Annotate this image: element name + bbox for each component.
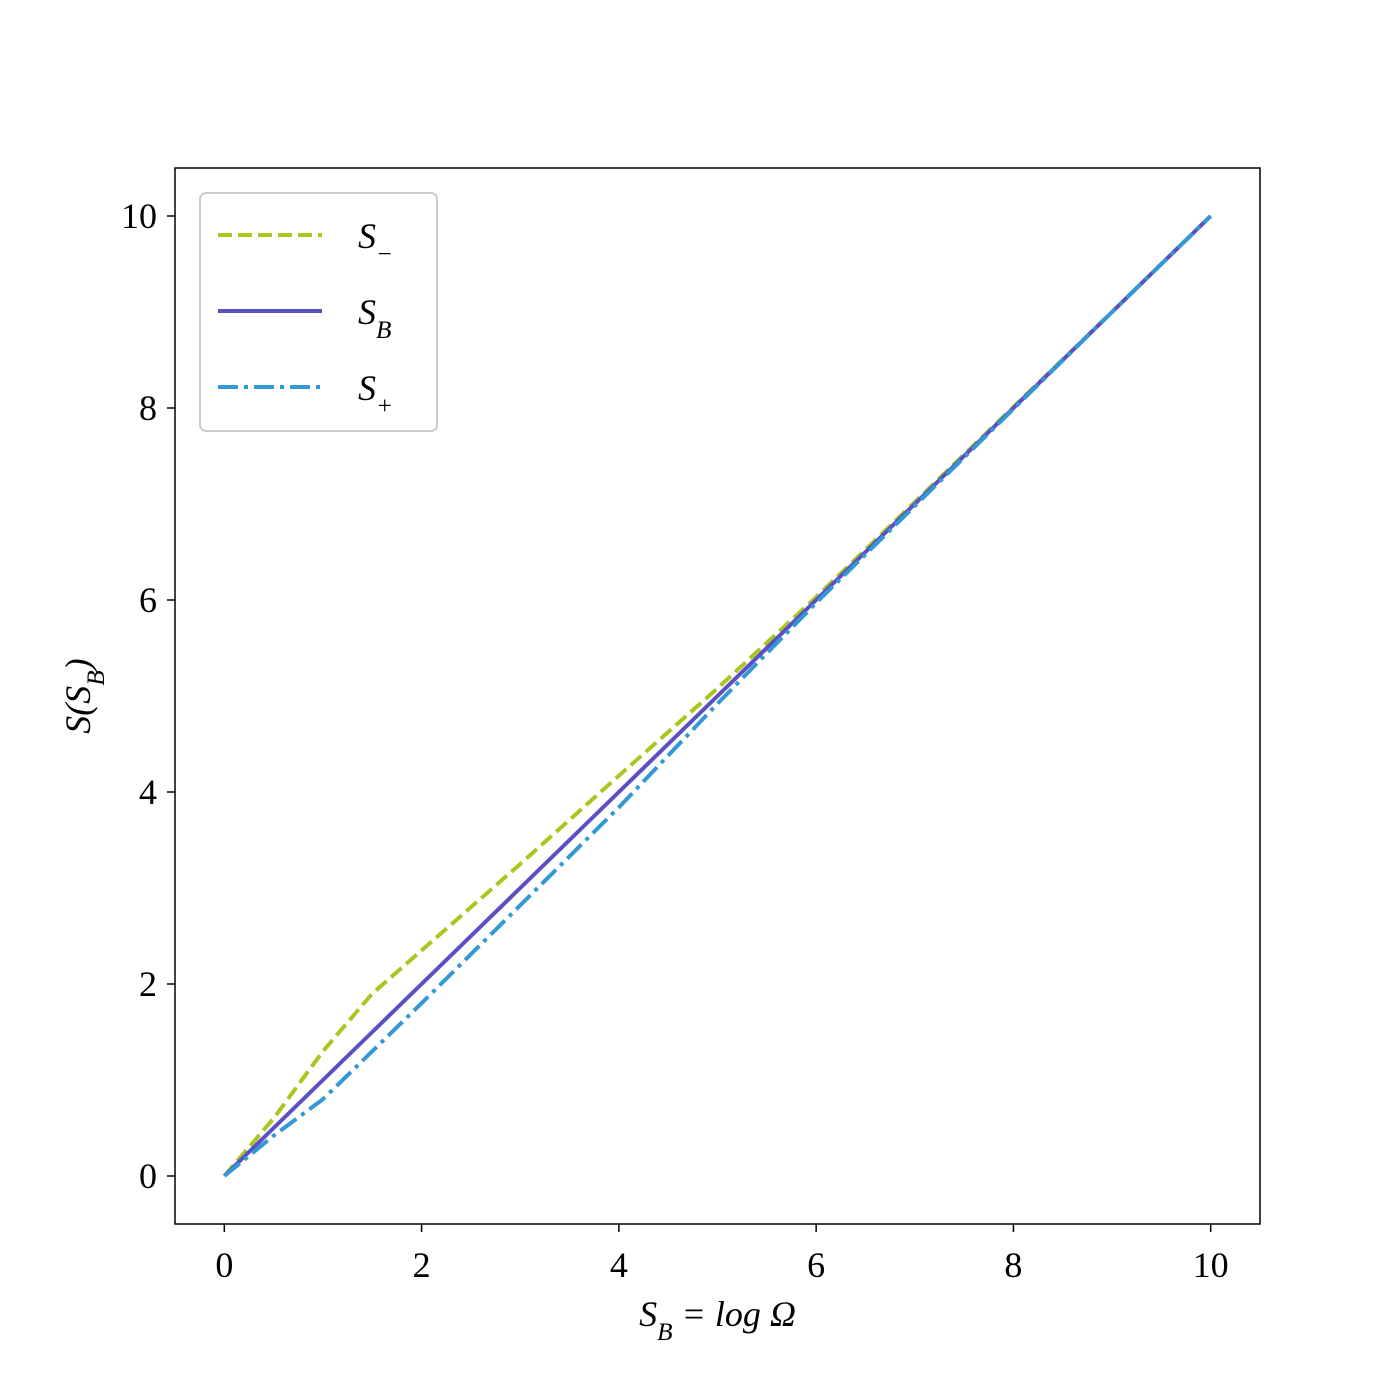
y-tick-label: 6: [139, 580, 157, 620]
x-tick-label: 4: [610, 1245, 628, 1285]
x-tick-label: 2: [413, 1245, 431, 1285]
y-tick-label: 0: [139, 1156, 157, 1196]
y-tick-label: 4: [139, 772, 157, 812]
x-tick-label: 0: [215, 1245, 233, 1285]
series-line: [222, 214, 1213, 1178]
plot-frame: [174, 167, 1261, 1225]
y-tick-label: 2: [139, 964, 157, 1004]
x-tick-label: 10: [1193, 1245, 1229, 1285]
y-tick-label: 10: [121, 196, 157, 236]
series-line: [223, 214, 1213, 1178]
y-tick-label: 8: [139, 388, 157, 428]
x-tick-label: 8: [1004, 1245, 1022, 1285]
x-tick-label: 6: [807, 1245, 825, 1285]
